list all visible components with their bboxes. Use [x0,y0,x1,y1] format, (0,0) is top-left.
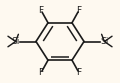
Text: F: F [39,6,44,15]
Text: F: F [76,68,81,77]
Text: F: F [76,6,81,15]
Text: Si: Si [100,37,109,46]
Text: F: F [39,68,44,77]
Text: Si: Si [11,37,20,46]
